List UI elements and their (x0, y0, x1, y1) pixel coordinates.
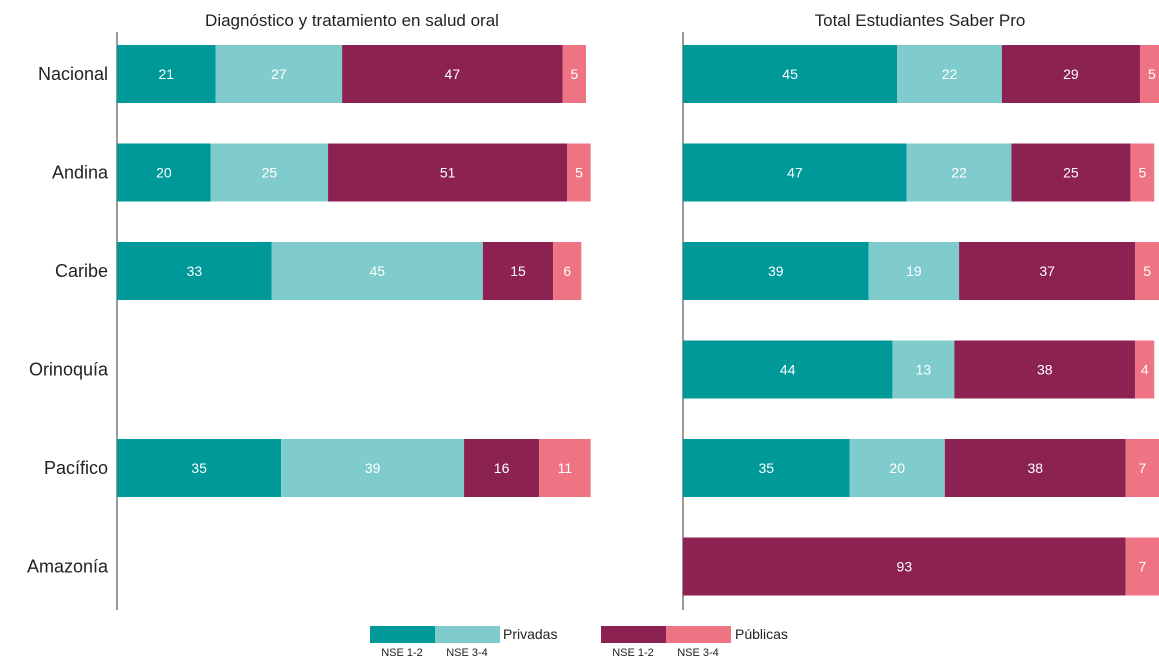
category-label-0: Nacional (38, 64, 108, 84)
bar-0-2-2 (482, 242, 554, 300)
bar-0-0-1 (215, 45, 343, 103)
bar-label-0-4-3: 11 (558, 460, 573, 476)
bar-0-1-0 (117, 143, 211, 202)
legend-sublabel-0-1: NSE 3-4 (446, 647, 488, 659)
bar-0-4-2 (464, 439, 540, 497)
bar-label-0-1-0: 20 (156, 165, 172, 181)
bar-label-0-2-1: 45 (370, 263, 386, 279)
legend-sublabel-1-1: NSE 3-4 (677, 647, 719, 659)
legend-swatch-0-0 (370, 626, 435, 643)
bar-1-4-0 (683, 439, 850, 497)
bar-label-1-2-3: 5 (1143, 263, 1151, 279)
bar-0-1-1 (210, 143, 329, 202)
bar-1-2-0 (683, 242, 869, 300)
bar-1-5-3 (1125, 537, 1159, 596)
bar-1-3-3 (1135, 340, 1155, 399)
bar-label-0-0-2: 47 (445, 66, 461, 82)
bar-1-5-2 (683, 537, 1126, 596)
legend-swatch-0-1 (435, 626, 500, 643)
bar-label-1-1-1: 22 (951, 165, 967, 181)
bar-1-2-2 (959, 242, 1136, 300)
bar-label-1-2-2: 37 (1039, 263, 1055, 279)
bar-label-0-1-2: 51 (440, 165, 456, 181)
bar-0-4-1 (281, 439, 465, 497)
bar-label-0-0-0: 21 (158, 66, 174, 82)
bar-1-0-1 (897, 45, 1002, 103)
bar-0-0-3 (562, 45, 586, 103)
bar-label-1-4-0: 35 (759, 460, 775, 476)
bar-0-1-2 (328, 143, 568, 202)
bar-1-1-0 (683, 143, 907, 202)
bar-1-4-3 (1125, 439, 1159, 497)
bar-label-1-1-0: 47 (787, 165, 803, 181)
bar-1-0-3 (1139, 45, 1159, 103)
bar-0-2-0 (117, 242, 272, 300)
bar-label-1-2-0: 39 (768, 263, 784, 279)
bar-1-2-1 (868, 242, 960, 300)
bar-label-1-0-3: 5 (1148, 66, 1156, 82)
bar-label-1-1-2: 25 (1063, 165, 1079, 181)
bar-label-1-2-1: 19 (906, 263, 922, 279)
category-label-4: Pacífico (44, 458, 108, 478)
bar-label-0-2-0: 33 (187, 263, 203, 279)
bar-label-1-3-0: 44 (780, 362, 796, 378)
bar-label-1-5-3: 7 (1138, 559, 1146, 575)
bar-1-0-2 (1001, 45, 1140, 103)
bar-label-1-4-3: 7 (1138, 460, 1146, 476)
bar-label-0-2-2: 15 (510, 263, 526, 279)
bar-label-1-3-2: 38 (1037, 362, 1053, 378)
panel-title-0: Diagnóstico y tratamiento en salud oral (205, 11, 499, 30)
bar-0-1-3 (567, 143, 591, 202)
category-label-2: Caribe (55, 261, 108, 281)
bar-0-4-0 (117, 439, 282, 497)
bar-label-0-1-1: 25 (262, 165, 278, 181)
bar-1-0-0 (683, 45, 898, 103)
legend-swatch-1-1 (666, 626, 731, 643)
bar-1-1-2 (1011, 143, 1131, 202)
bar-1-3-0 (683, 340, 893, 399)
bar-label-0-0-3: 5 (570, 66, 578, 82)
panel-title-1: Total Estudiantes Saber Pro (815, 11, 1026, 30)
bar-label-1-3-3: 4 (1141, 362, 1149, 378)
bar-label-1-1-3: 5 (1138, 165, 1146, 181)
category-label-1: Andina (52, 163, 109, 183)
bar-label-0-1-3: 5 (575, 165, 583, 181)
bar-label-1-3-1: 13 (916, 362, 932, 378)
bar-label-1-5-2: 93 (897, 559, 913, 575)
panel-0: Diagnóstico y tratamiento en salud oral 2… (116, 11, 591, 610)
bar-1-4-2 (944, 439, 1126, 497)
category-label-3: Orinoquía (29, 360, 109, 380)
legend-sublabel-1-0: NSE 1-2 (612, 647, 654, 659)
bar-1-2-3 (1135, 242, 1159, 300)
bar-0-2-3 (553, 242, 582, 300)
bar-label-0-0-1: 27 (271, 66, 287, 82)
bar-label-1-0-2: 29 (1063, 66, 1079, 82)
bar-0-4-3 (539, 439, 591, 497)
bar-label-1-4-2: 38 (1027, 460, 1043, 476)
bar-label-1-0-1: 22 (942, 66, 958, 82)
bar-label-1-0-0: 45 (782, 66, 798, 82)
bar-label-0-2-3: 6 (563, 263, 571, 279)
legend-group-label-1: Públicas (735, 626, 788, 642)
bar-label-0-4-0: 35 (191, 460, 207, 476)
bar-1-1-3 (1130, 143, 1155, 202)
legend-swatch-1-0 (601, 626, 666, 643)
bar-1-3-2 (954, 340, 1136, 399)
legend-group-label-0: Privadas (503, 626, 557, 642)
category-label-5: Amazonía (27, 557, 109, 577)
bar-1-3-1 (892, 340, 955, 399)
bar-0-0-2 (342, 45, 563, 103)
bar-1-4-1 (849, 439, 945, 497)
bar-0-2-1 (271, 242, 483, 300)
bar-label-0-4-2: 16 (494, 460, 510, 476)
bar-1-1-1 (906, 143, 1012, 202)
legend: NSE 1-2 NSE 3-4 Privadas NSE 1-2 NSE 3-4 Públ… (370, 626, 788, 659)
bar-0-0-0 (117, 45, 216, 103)
bar-label-0-4-1: 39 (365, 460, 381, 476)
bar-label-1-4-1: 20 (889, 460, 905, 476)
legend-sublabel-0-0: NSE 1-2 (381, 647, 423, 659)
